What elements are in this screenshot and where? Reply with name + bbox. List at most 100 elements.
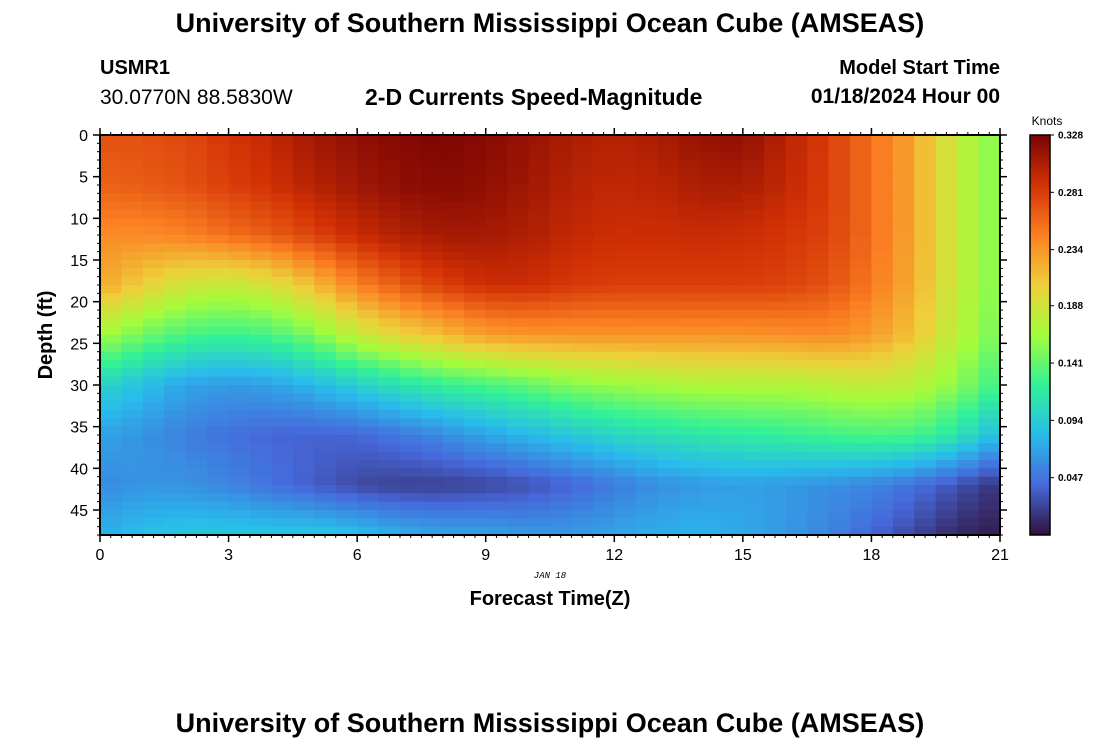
heatmap-cell <box>378 301 401 311</box>
heatmap-cell <box>785 326 808 336</box>
heatmap-cell <box>400 151 423 161</box>
heatmap-cell <box>507 176 530 186</box>
heatmap-cell <box>657 310 680 319</box>
heatmap-cell <box>764 251 787 261</box>
heatmap-cell <box>464 176 487 186</box>
heatmap-cell <box>207 393 230 403</box>
heatmap-cell <box>314 176 337 186</box>
heatmap-cell <box>400 243 423 253</box>
heatmap-cell <box>700 243 723 253</box>
heatmap-cell <box>614 285 637 294</box>
heatmap-cell <box>100 151 123 161</box>
heatmap-cell <box>678 201 701 211</box>
heatmap-cell <box>485 151 508 161</box>
heatmap-cell <box>978 351 1001 361</box>
heatmap-cell <box>614 243 637 253</box>
heatmap-cell <box>892 251 915 261</box>
heatmap-cell <box>892 410 915 419</box>
heatmap-cell <box>592 293 615 303</box>
heatmap-cell <box>528 526 551 536</box>
heatmap-cell <box>700 510 723 519</box>
heatmap-cell <box>335 251 358 261</box>
heatmap-cell <box>785 401 808 411</box>
heatmap-cell <box>292 310 315 319</box>
heatmap-cell <box>507 243 530 253</box>
heatmap-cell <box>357 201 380 211</box>
heatmap-cell <box>442 468 465 478</box>
heatmap-cell <box>378 435 401 444</box>
heatmap-cell <box>485 251 508 261</box>
heatmap-cell <box>635 426 658 436</box>
heatmap-cell <box>314 401 337 411</box>
heatmap-cell <box>871 343 894 353</box>
heatmap-cell <box>742 251 765 261</box>
heatmap-cell <box>485 476 508 486</box>
heatmap-cell <box>400 360 423 369</box>
heatmap-cell <box>614 493 637 503</box>
heatmap-cell <box>828 468 851 478</box>
heatmap-cell <box>357 435 380 444</box>
heatmap-cell <box>957 260 980 269</box>
heatmap-cell <box>914 518 937 528</box>
heatmap-cell <box>335 151 358 161</box>
heatmap-cell <box>657 526 680 536</box>
heatmap-cell <box>421 335 444 344</box>
heatmap-cell <box>314 368 337 378</box>
heatmap-cell <box>292 343 315 353</box>
heatmap-cell <box>635 401 658 411</box>
heatmap-cell <box>271 451 294 461</box>
heatmap-cell <box>914 268 937 278</box>
heatmap-cell <box>828 151 851 161</box>
heatmap-cell <box>571 176 594 186</box>
heatmap-cell <box>571 418 594 428</box>
heatmap-cell <box>592 235 615 244</box>
heatmap-cell <box>871 176 894 186</box>
heatmap-cell <box>464 260 487 269</box>
heatmap-cell <box>957 493 980 503</box>
heatmap-cell <box>742 385 765 394</box>
heatmap-cell <box>378 193 401 203</box>
heatmap-cell <box>421 201 444 211</box>
heatmap-cell <box>250 468 273 478</box>
heatmap-cell <box>121 268 144 278</box>
heatmap-cell <box>421 293 444 303</box>
heatmap-cell <box>957 501 980 511</box>
heatmap-cell <box>935 326 958 336</box>
heatmap-cell <box>485 493 508 503</box>
heatmap-cell <box>271 501 294 511</box>
heatmap-cell <box>100 210 123 219</box>
heatmap-cell <box>400 426 423 436</box>
heatmap-cell <box>700 310 723 319</box>
heatmap-cell <box>271 160 294 169</box>
heatmap-cell <box>185 468 208 478</box>
heatmap-cell <box>592 276 615 286</box>
heatmap-cell <box>785 160 808 169</box>
heatmap-cell <box>635 301 658 311</box>
heatmap-cell <box>828 210 851 219</box>
heatmap-cell <box>528 326 551 336</box>
heatmap-cell <box>550 326 573 336</box>
heatmap-cell <box>828 293 851 303</box>
heatmap-cell <box>635 460 658 469</box>
heatmap-cell <box>807 526 830 536</box>
heatmap-cell <box>121 310 144 319</box>
heatmap-cell <box>421 226 444 236</box>
heatmap-cell <box>121 360 144 369</box>
heatmap-cell <box>807 301 830 311</box>
heatmap-cell <box>614 135 637 144</box>
heatmap-cell <box>742 460 765 469</box>
heatmap-cell <box>528 260 551 269</box>
heatmap-cell <box>485 143 508 153</box>
heatmap-cell <box>914 526 937 536</box>
heatmap-cell <box>528 485 551 494</box>
heatmap-cell <box>292 526 315 536</box>
heatmap-cell <box>614 160 637 169</box>
heatmap-cell <box>228 426 251 436</box>
heatmap-cell <box>100 501 123 511</box>
heatmap-cell <box>164 518 187 528</box>
heatmap-cell <box>871 510 894 519</box>
heatmap-cell <box>250 426 273 436</box>
heatmap-cell <box>400 451 423 461</box>
heatmap-cell <box>657 360 680 369</box>
